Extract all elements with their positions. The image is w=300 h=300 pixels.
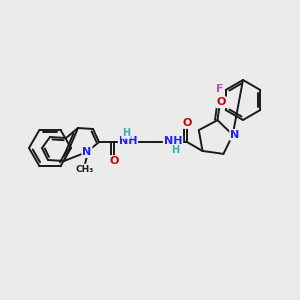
Text: H: H <box>171 145 179 155</box>
Text: O: O <box>109 156 119 166</box>
Text: O: O <box>217 97 226 107</box>
Text: H: H <box>122 128 130 138</box>
Text: F: F <box>216 84 224 94</box>
Text: NH: NH <box>164 136 182 146</box>
Text: N: N <box>230 130 239 140</box>
Text: N: N <box>82 147 91 157</box>
Text: NH: NH <box>119 136 137 146</box>
Text: O: O <box>182 118 192 128</box>
Text: CH₃: CH₃ <box>76 164 94 173</box>
